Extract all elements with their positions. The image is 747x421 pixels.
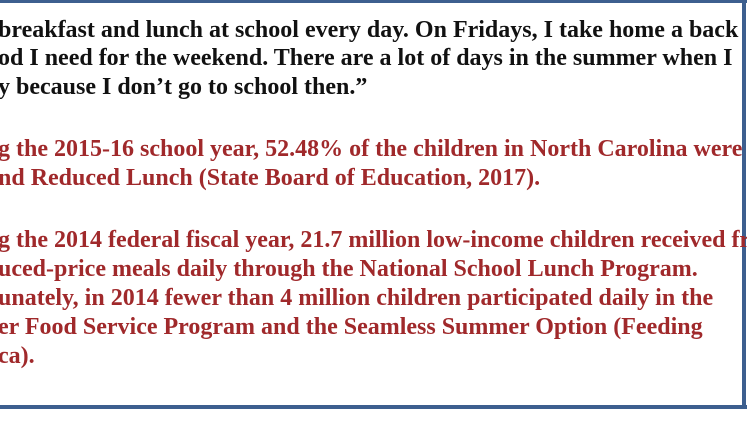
quote-line-1: breakfast and lunch at school every day.… [0, 17, 739, 43]
fact-1-line-1: g the 2015-16 school year, 52.48% of the… [0, 136, 743, 162]
fact-2-line-3: unately, in 2014 fewer than 4 million ch… [0, 285, 714, 311]
top-border-rule [0, 0, 747, 3]
fact-2-line-2: uced-price meals daily through the Natio… [0, 256, 698, 282]
fact-2-line-4: er Food Service Program and the Seamless… [0, 314, 703, 340]
fact-2-line-5: ca). [0, 343, 35, 369]
bottom-border-rule [0, 405, 747, 409]
quote-line-2: od I need for the weekend. There are a l… [0, 45, 733, 71]
quote-line-3: y because I don’t go to school then.” [0, 74, 368, 100]
right-border-rule [742, 0, 746, 409]
fact-1-line-2: nd Reduced Lunch (State Board of Educati… [0, 165, 541, 191]
fact-2-line-1: g the 2014 federal fiscal year, 21.7 mil… [0, 227, 747, 253]
